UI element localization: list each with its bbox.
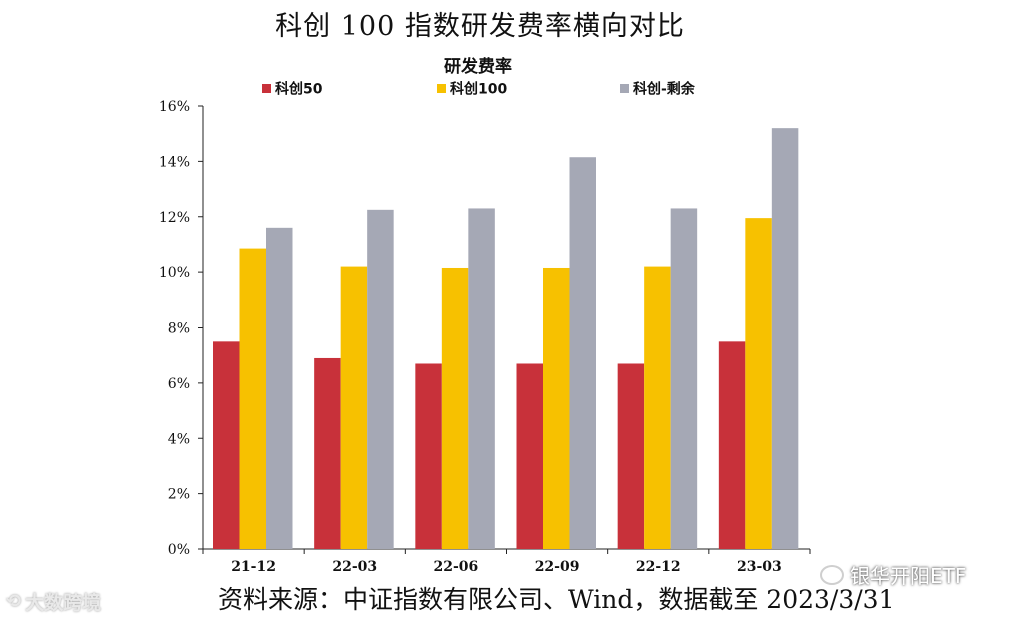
x-tick-label: 22-12 [636, 559, 681, 575]
x-tick-label: 22-06 [434, 559, 479, 575]
bar [745, 218, 772, 549]
chart-legend: 科创50 科创100 科创-剩余 [262, 81, 696, 98]
bar-series [239, 218, 772, 549]
x-tick-label: 23-03 [737, 559, 782, 575]
y-tick-label: 12% [159, 210, 190, 226]
bar [415, 363, 442, 549]
x-tick-label: 22-03 [332, 559, 377, 575]
bar [516, 363, 543, 549]
watermark-left-text: 大数跨境 [25, 592, 102, 614]
bar-series [266, 128, 799, 550]
bar [367, 209, 394, 549]
bar [543, 267, 570, 549]
bar [644, 266, 671, 549]
legend-swatch [262, 84, 271, 93]
y-tick-label: 2% [168, 487, 190, 503]
legend-label: 科创50 [275, 81, 323, 98]
bar [340, 266, 368, 549]
watermark-right: 银华开阳ETF [820, 560, 966, 589]
bar [670, 208, 698, 549]
x-tick-label: 21-12 [231, 559, 276, 575]
watermark-right-text: 银华开阳ETF [850, 564, 967, 588]
y-tick-label: 4% [168, 431, 190, 447]
bar [239, 248, 266, 549]
bar [314, 357, 341, 549]
legend-label: 科创100 [450, 81, 507, 98]
y-tick-label: 6% [168, 376, 190, 392]
watermark-left: ⟲ 大数跨境 [6, 588, 101, 615]
y-axis: 0% 2% 4% 6% 8% 10% 12% 14% 16% [159, 99, 204, 558]
bar [468, 208, 495, 549]
legend-swatch [437, 84, 446, 93]
page-title: 科创 100 指数研发费率横向对比 [275, 11, 685, 42]
y-tick-label: 8% [168, 321, 190, 337]
legend-label: 科创-剩余 [633, 81, 696, 98]
bar [441, 267, 469, 549]
rd-expense-ratio-chart: 科创50 科创100 科创-剩余 研发费率 0% 2% 4% 6% 8% 10% 12% 14% 1… [159, 56, 811, 575]
chart-title: 研发费率 [444, 56, 512, 77]
bar [266, 227, 293, 549]
x-axis: 21-12 22-03 22-06 22-09 22-12 23-03 [202, 548, 811, 575]
bar [213, 341, 240, 549]
bar-series-group [213, 128, 799, 550]
source-note: 资料来源：中证指数有限公司、Wind，数据截至 2023/3/31 [218, 585, 895, 614]
bar-series [213, 341, 746, 549]
y-tick-label: 16% [159, 99, 190, 115]
bar [569, 157, 596, 550]
watermark-logo-icon: ⟲ [6, 591, 22, 612]
legend-swatch [620, 84, 629, 93]
bar [617, 363, 645, 549]
y-tick-label: 14% [159, 154, 190, 170]
wechat-icon [820, 564, 844, 585]
y-tick-label: 0% [168, 542, 190, 558]
bar [718, 341, 746, 549]
x-tick-label: 22-09 [535, 559, 580, 575]
y-tick-label: 10% [159, 265, 190, 281]
bar [771, 128, 799, 549]
